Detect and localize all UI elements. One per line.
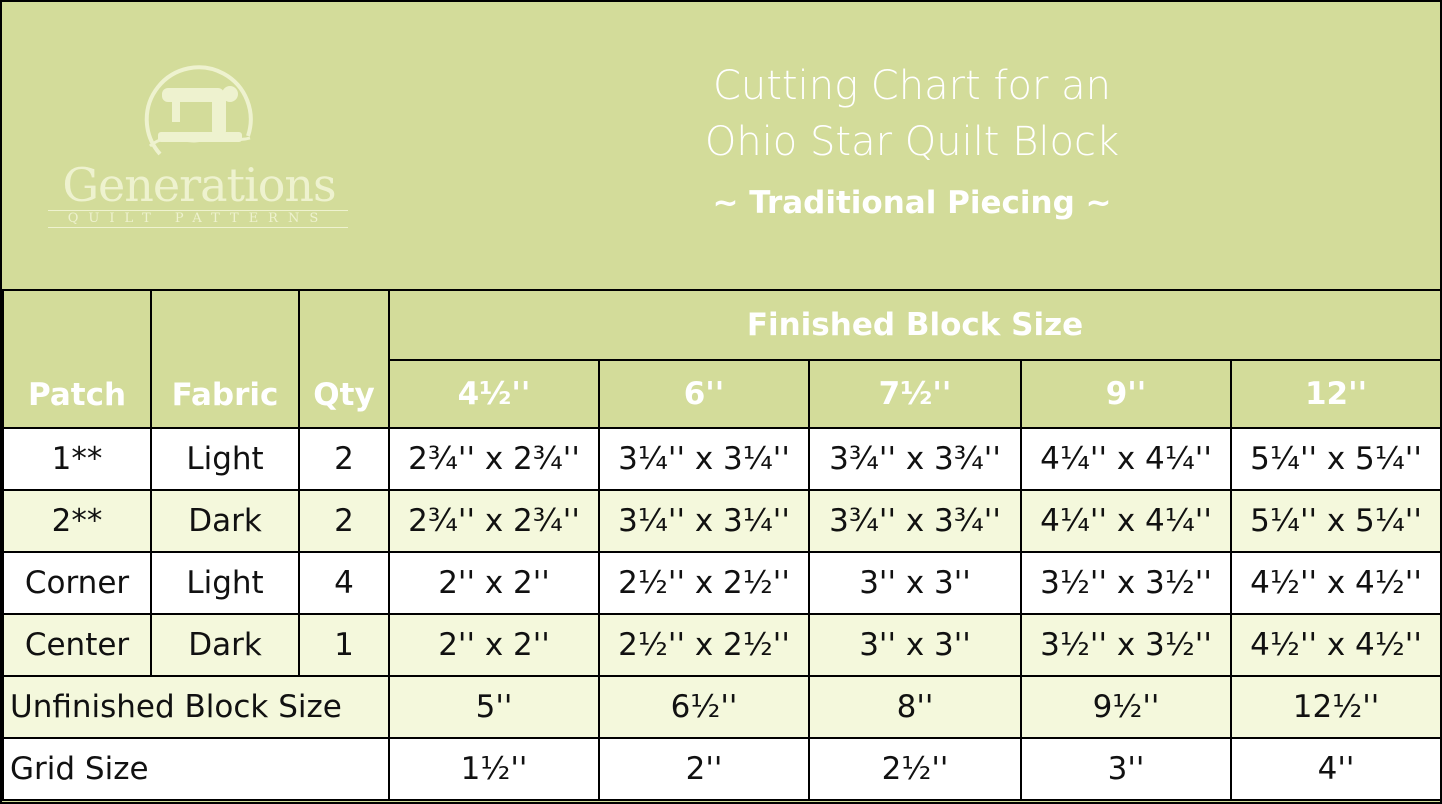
cell-cut: 2½'' x 2½'' [598, 613, 810, 677]
cell-cut: 3½'' x 3½'' [1020, 613, 1232, 677]
cell-qty: 1 [298, 613, 390, 677]
cell-cut: 2'' x 2'' [388, 613, 600, 677]
cell-qty: 4 [298, 551, 390, 615]
grid-value: 3'' [1020, 737, 1232, 801]
cell-qty: 2 [298, 427, 390, 491]
cell-cut: 3¼'' x 3¼'' [598, 427, 810, 491]
logo-wordmark: Generations [62, 158, 336, 212]
header-size: 6'' [598, 359, 810, 429]
cell-cut: 3½'' x 3½'' [1020, 551, 1232, 615]
table-row: 1** Light 2 2¾'' x 2¾'' 3¼'' x 3¼'' 3¾''… [2, 427, 1442, 491]
generations-logo: Generations QUILT PATTERNS [46, 58, 352, 234]
cell-fabric: Light [150, 427, 300, 491]
cell-cut: 2¾'' x 2¾'' [388, 427, 600, 491]
grid-value: 4'' [1229, 737, 1442, 801]
title-line-2: Ohio Star Quilt Block [704, 119, 1120, 165]
header-size: 4½'' [388, 359, 600, 429]
cutting-table: Patch Fabric Qty Finished Block Size 4½'… [2, 289, 1442, 801]
grid-value: 1½'' [388, 737, 600, 801]
cell-cut: 3¾'' x 3¾'' [808, 489, 1022, 553]
cell-qty: 2 [298, 489, 390, 553]
cell-cut: 4¼'' x 4¼'' [1020, 427, 1232, 491]
table-row: Center Dark 1 2'' x 2'' 2½'' x 2½'' 3'' … [2, 613, 1442, 677]
cell-cut: 4¼'' x 4¼'' [1020, 489, 1232, 553]
unfinished-value: 9½'' [1020, 675, 1232, 739]
cell-cut: 4½'' x 4½'' [1229, 551, 1442, 615]
header-size: 7½'' [808, 359, 1022, 429]
cell-cut: 2'' x 2'' [388, 551, 600, 615]
table-row: Corner Light 4 2'' x 2'' 2½'' x 2½'' 3''… [2, 551, 1442, 615]
cell-cut: 3¾'' x 3¾'' [808, 427, 1022, 491]
chart-header: Generations QUILT PATTERNS Cutting Chart… [2, 2, 1440, 289]
chart-title: Cutting Chart for an Ohio Star Quilt Blo… [602, 58, 1222, 170]
unfinished-value: 8'' [808, 675, 1022, 739]
unfinished-value: 6½'' [598, 675, 810, 739]
grid-value: 2½'' [808, 737, 1022, 801]
size-header-row: 4½'' 6'' 7½'' 9'' 12'' [3, 359, 1442, 429]
cell-fabric: Dark [150, 613, 300, 677]
cell-cut: 5¼'' x 5¼'' [1229, 427, 1442, 491]
sewing-machine-icon [144, 65, 253, 156]
cell-fabric: Dark [150, 489, 300, 553]
cell-cut: 5¼'' x 5¼'' [1229, 489, 1442, 553]
cell-cut: 3'' x 3'' [808, 551, 1022, 615]
cell-patch: Corner [2, 551, 152, 615]
cell-cut: 3¼'' x 3¼'' [598, 489, 810, 553]
chart-subtitle: ~ Traditional Piecing ~ [712, 185, 1112, 221]
group-header-row: Patch Fabric Qty Finished Block Size [2, 289, 1442, 429]
grid-label: Grid Size [2, 737, 390, 801]
cell-patch: Center [2, 613, 152, 677]
cell-cut: 2¾'' x 2¾'' [388, 489, 600, 553]
unfinished-value: 5'' [388, 675, 600, 739]
grid-size-row: Grid Size 1½'' 2'' 2½'' 3'' 4'' [2, 737, 1442, 801]
cell-fabric: Light [150, 551, 300, 615]
cell-cut: 2½'' x 2½'' [598, 551, 810, 615]
header-fabric: Fabric [150, 289, 300, 429]
header-finished-block-size: Finished Block Size [387, 289, 1442, 361]
cell-cut: 4½'' x 4½'' [1229, 613, 1442, 677]
logo-subtitle: QUILT PATTERNS [48, 210, 348, 228]
header-patch: Patch [2, 289, 152, 429]
grid-value: 2'' [598, 737, 810, 801]
title-line-1: Cutting Chart for an [712, 63, 1112, 109]
cell-patch: 2** [2, 489, 152, 553]
unfinished-value: 12½'' [1229, 675, 1442, 739]
header-size: 9'' [1020, 359, 1232, 429]
table-row: 2** Dark 2 2¾'' x 2¾'' 3¼'' x 3¼'' 3¾'' … [2, 489, 1442, 553]
unfinished-block-size-row: Unfinished Block Size 5'' 6½'' 8'' 9½'' … [2, 675, 1442, 739]
cell-cut: 3'' x 3'' [808, 613, 1022, 677]
header-size: 12'' [1229, 359, 1442, 429]
cell-patch: 1** [2, 427, 152, 491]
header-qty: Qty [298, 289, 390, 429]
unfinished-label: Unfinished Block Size [2, 675, 390, 739]
